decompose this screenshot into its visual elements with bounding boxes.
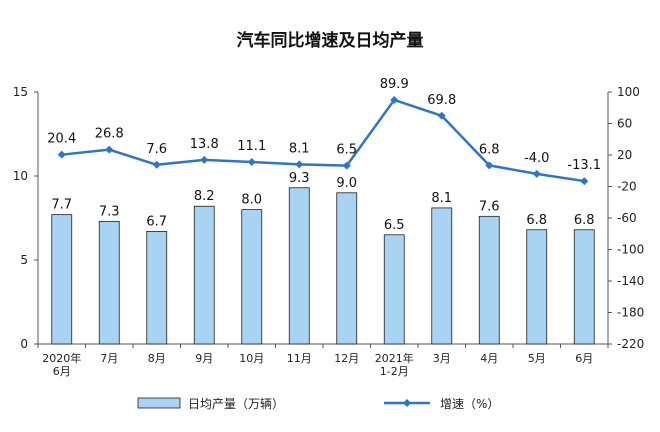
bar-value-label: 7.7 <box>51 198 72 213</box>
legend-bar-swatch <box>137 397 181 409</box>
x-tick-label: 10月 <box>239 352 264 365</box>
y-right-tick-label: -140 <box>617 274 644 288</box>
axes: 0 5 10 15 100 60 20 -20 -60 -100 -140 -180 -220 <box>13 85 645 351</box>
line-point <box>437 111 446 120</box>
bar-value-label: 6.7 <box>146 214 167 229</box>
y-right-tick-label: 20 <box>617 148 632 162</box>
y-left-tick-label: 15 <box>13 85 28 99</box>
x-tick-label: 8月 <box>148 352 166 365</box>
line-point <box>295 160 304 169</box>
x-tick-label: 6月 <box>53 365 71 378</box>
bar-value-label: 7.3 <box>99 204 120 219</box>
line-value-label: 7.6 <box>146 142 167 157</box>
x-tick-label: 11月 <box>287 352 312 365</box>
line-point <box>390 95 399 104</box>
bar-value-label: 6.5 <box>384 218 405 233</box>
legend-line-marker <box>403 399 411 407</box>
bar-value-label: 8.0 <box>241 193 262 208</box>
y-right-tick-label: 60 <box>617 117 632 131</box>
line-point <box>200 155 209 164</box>
bar <box>431 207 453 345</box>
line-value-label: 6.8 <box>479 142 500 157</box>
bar <box>383 234 405 345</box>
x-tick-label: 7月 <box>100 352 118 365</box>
bar-value-label: 6.8 <box>526 213 547 228</box>
bar <box>241 209 263 345</box>
legend-line-label: 增速（%） <box>440 397 499 411</box>
y-left-tick-label: 10 <box>13 169 28 183</box>
growth-line <box>61 98 585 183</box>
line-value-label: 26.8 <box>95 127 124 142</box>
x-tick-label: 1-2月 <box>380 365 409 378</box>
bar-value-label: 8.2 <box>194 189 215 204</box>
bar <box>98 220 120 345</box>
x-tick-label: 3月 <box>433 352 451 365</box>
bar-value-label: 7.6 <box>479 199 500 214</box>
bar <box>51 214 73 345</box>
legend-bar-label: 日均产量（万辆） <box>188 397 284 411</box>
line-value-label: 20.4 <box>47 132 76 147</box>
bar <box>573 229 595 345</box>
line-point <box>485 161 494 170</box>
x-tick-label: 12月 <box>334 352 359 365</box>
x-tick-label: 2021年 <box>375 351 414 365</box>
y-right-tick-label: 100 <box>617 85 640 99</box>
line-point <box>105 145 114 154</box>
bar <box>288 187 310 345</box>
line-point <box>532 169 541 178</box>
line-value-label: 8.1 <box>289 141 310 156</box>
bar-value-label: 9.0 <box>336 176 357 191</box>
y-right-tick-label: -20 <box>617 180 637 194</box>
bar <box>526 229 548 345</box>
x-tick-label: 6月 <box>575 352 593 365</box>
line-value-label: 13.8 <box>190 137 219 152</box>
x-tick-label: 4月 <box>480 352 498 365</box>
bar-value-label: 8.1 <box>431 191 452 206</box>
line-series: 20.4 26.8 7.6 13.8 11.1 8.1 6.5 89.9 69.8 6.8 -4.0… <box>47 77 601 186</box>
bars: 7.7 7.3 6.7 8.2 8.0 9.3 9.0 6.5 8.1 7.6 6.8 6.8 <box>51 171 595 345</box>
y-right-tick-label: -60 <box>617 211 637 225</box>
line-value-label: 11.1 <box>237 139 266 154</box>
line-value-label: -4.0 <box>524 151 549 166</box>
bar <box>478 215 500 345</box>
line-point <box>57 150 66 159</box>
x-tick-label: 5月 <box>528 352 546 365</box>
line-value-label: 89.9 <box>380 77 409 92</box>
bar-value-label: 9.3 <box>289 171 310 186</box>
legend: 日均产量（万辆） 增速（%） <box>137 397 499 411</box>
line-point <box>580 177 589 186</box>
line-point <box>152 160 161 169</box>
y-right-tick-label: -100 <box>617 243 644 257</box>
line-value-label: 6.5 <box>336 143 357 158</box>
bar <box>146 231 168 345</box>
bar <box>336 192 358 345</box>
x-tick-label: 2020年 <box>42 351 81 365</box>
y-right-tick-label: -220 <box>617 337 644 351</box>
chart-title: 汽车同比增速及日均产量 <box>237 30 424 51</box>
bar-value-label: 6.8 <box>574 213 595 228</box>
bar <box>193 205 215 345</box>
line-point <box>247 158 256 167</box>
y-right-tick-label: -180 <box>617 306 644 320</box>
y-left-tick-label: 5 <box>20 253 28 267</box>
line-value-label: -13.1 <box>567 158 601 173</box>
y-left-tick-label: 0 <box>20 337 28 351</box>
line-point <box>342 161 351 170</box>
line-value-label: 69.8 <box>427 93 456 108</box>
x-tick-label: 9月 <box>195 352 213 365</box>
